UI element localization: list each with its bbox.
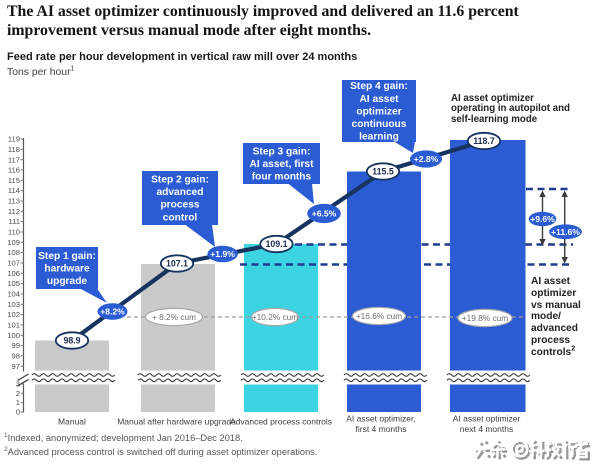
svg-text:Advanced process controls: Advanced process controls	[230, 417, 332, 427]
svg-text:+10.2% cum: +10.2% cum	[252, 312, 298, 322]
svg-text:97: 97	[12, 362, 20, 371]
svg-text:Manual: Manual	[58, 417, 86, 427]
svg-text:111: 111	[8, 217, 20, 226]
svg-text:first 4 months: first 4 months	[355, 424, 406, 434]
svg-text:118.7: 118.7	[473, 136, 495, 146]
svg-text:104: 104	[7, 290, 20, 299]
svg-text:107.1: 107.1	[166, 259, 188, 269]
svg-text:103: 103	[7, 300, 20, 309]
svg-text:100: 100	[7, 331, 20, 340]
svg-text:next 4 months: next 4 months	[460, 424, 513, 434]
svg-text:+19.8% cum: +19.8% cum	[462, 313, 508, 323]
svg-text:98.9: 98.9	[63, 336, 80, 346]
svg-text:+9.6%: +9.6%	[530, 214, 555, 224]
svg-text:Manual after hardware upgrade: Manual after hardware upgrade	[117, 417, 236, 427]
svg-text:119: 119	[8, 135, 20, 144]
svg-text:AI asset optimizer,: AI asset optimizer,	[346, 414, 415, 424]
svg-text:106: 106	[7, 269, 20, 278]
svg-text:112: 112	[8, 207, 20, 216]
svg-text:0: 0	[16, 408, 20, 417]
svg-text:98: 98	[12, 352, 20, 361]
svg-text:110: 110	[8, 228, 20, 237]
svg-text:113: 113	[8, 197, 20, 206]
svg-text:116: 116	[8, 166, 20, 175]
svg-text:+8.2%: +8.2%	[100, 307, 125, 317]
svg-text:109: 109	[7, 238, 20, 247]
svg-text:+6.5%: +6.5%	[312, 209, 337, 219]
svg-text:115.5: 115.5	[372, 167, 394, 177]
svg-text:109.1: 109.1	[265, 239, 287, 249]
svg-text:+16.6% cum: +16.6% cum	[356, 311, 402, 321]
svg-text:117: 117	[8, 155, 20, 164]
svg-text:AI asset optimizer: AI asset optimizer	[453, 414, 521, 424]
svg-text:2: 2	[16, 389, 20, 398]
svg-text:115: 115	[8, 176, 20, 185]
svg-text:102: 102	[7, 310, 20, 319]
svg-text:+ 8.2% cum: + 8.2% cum	[152, 312, 196, 322]
svg-text:99: 99	[12, 341, 20, 350]
svg-text:118: 118	[8, 145, 20, 154]
svg-text:+1.9%: +1.9%	[210, 249, 235, 259]
svg-text:101: 101	[7, 321, 20, 330]
svg-text:105: 105	[7, 279, 20, 288]
svg-text:3: 3	[16, 379, 20, 388]
svg-text:1: 1	[16, 398, 20, 407]
svg-text:108: 108	[7, 248, 20, 257]
svg-text:+11.6%: +11.6%	[551, 227, 580, 237]
svg-text:114: 114	[8, 186, 20, 195]
svg-text:107: 107	[7, 259, 20, 268]
svg-text:+2.8%: +2.8%	[414, 154, 439, 164]
